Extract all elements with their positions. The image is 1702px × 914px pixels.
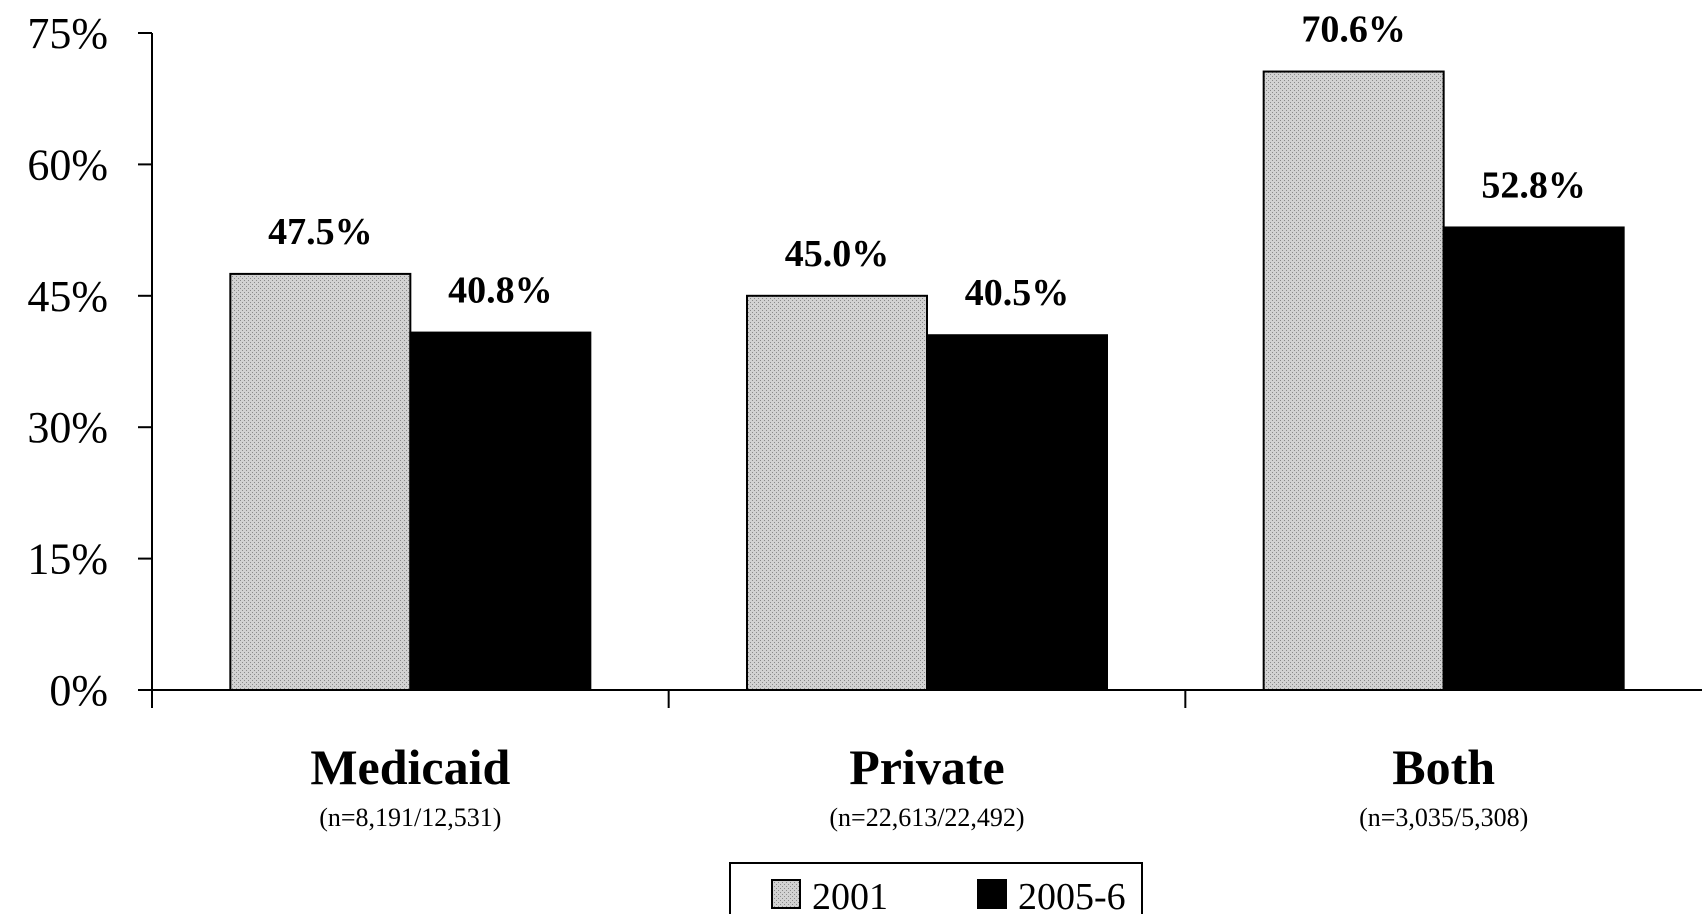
bar-both-2001 bbox=[1262, 70, 1445, 691]
y-tick-label: 75% bbox=[27, 9, 108, 58]
category-sublabel: (n=3,035/5,308) bbox=[1359, 803, 1528, 832]
data-label: 52.8% bbox=[1481, 164, 1586, 206]
labels: 47.5% 40.8% Medicaid (n=8,191/12,531) 45.0% 4… bbox=[268, 9, 1586, 832]
y-tick-label: 60% bbox=[27, 140, 108, 189]
bar-medicaid-2001 bbox=[229, 272, 412, 691]
legend: 2001 2005-6 bbox=[729, 862, 1143, 914]
category-sublabel: (n=8,191/12,531) bbox=[319, 803, 501, 832]
data-label: 45.0% bbox=[785, 233, 890, 275]
category-label: Medicaid bbox=[310, 739, 510, 795]
legend-swatch-2005-6 bbox=[977, 879, 1007, 909]
bars bbox=[229, 70, 1625, 692]
bar-both-2005-6 bbox=[1442, 226, 1625, 692]
axes: 0% 15% 30% 45% 60% 75% bbox=[27, 9, 1702, 715]
category-label: Private bbox=[849, 739, 1004, 795]
data-label: 40.8% bbox=[448, 270, 553, 312]
category-sublabel: (n=22,613/22,492) bbox=[829, 803, 1024, 832]
data-label: 47.5% bbox=[268, 211, 373, 253]
legend-label: 2005-6 bbox=[1018, 876, 1126, 914]
bar-private-2005-6 bbox=[926, 334, 1108, 691]
data-label: 70.6% bbox=[1301, 9, 1406, 51]
data-label: 40.5% bbox=[965, 272, 1070, 314]
category-label: Both bbox=[1392, 739, 1495, 795]
bar-medicaid-2005-6 bbox=[409, 331, 592, 691]
legend-swatch-2001 bbox=[771, 879, 801, 909]
y-tick-label: 30% bbox=[27, 403, 108, 452]
y-tick-label: 15% bbox=[27, 535, 108, 584]
bar-private-2001 bbox=[746, 294, 928, 691]
y-tick-label: 0% bbox=[49, 666, 108, 715]
legend-label: 2001 bbox=[812, 876, 888, 914]
y-tick-label: 45% bbox=[27, 272, 108, 321]
